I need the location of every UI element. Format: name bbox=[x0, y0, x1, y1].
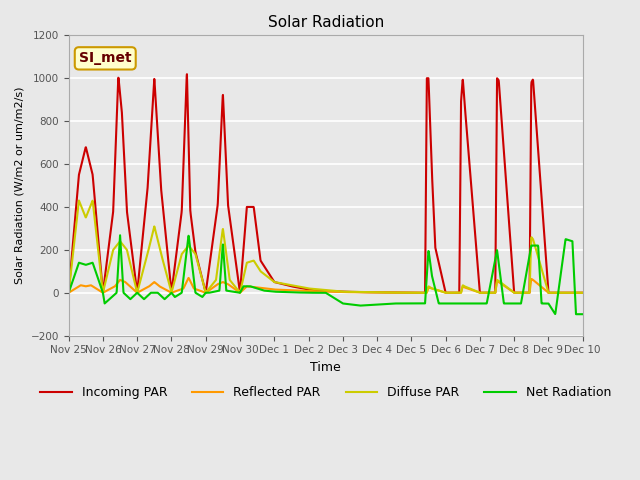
Diffuse PAR bbox=[92, 220, 99, 226]
Reflected PAR bbox=[470, 288, 477, 293]
Reflected PAR bbox=[564, 290, 572, 296]
Diffuse PAR bbox=[579, 290, 586, 296]
Net Radiation bbox=[116, 232, 124, 238]
Net Radiation bbox=[65, 290, 72, 296]
Reflected PAR bbox=[65, 290, 72, 296]
Diffuse PAR bbox=[65, 290, 72, 296]
Net Radiation bbox=[572, 312, 580, 317]
Net Radiation bbox=[315, 290, 323, 296]
Net Radiation bbox=[301, 290, 309, 296]
Incoming PAR bbox=[91, 198, 99, 204]
Incoming PAR bbox=[564, 290, 572, 296]
Line: Net Radiation: Net Radiation bbox=[68, 235, 582, 314]
Net Radiation bbox=[564, 237, 572, 243]
Incoming PAR bbox=[65, 290, 72, 296]
Diffuse PAR bbox=[564, 290, 572, 296]
Net Radiation bbox=[564, 237, 572, 243]
Reflected PAR bbox=[301, 288, 309, 294]
Incoming PAR bbox=[470, 213, 477, 218]
Reflected PAR bbox=[579, 290, 586, 296]
Net Radiation bbox=[91, 266, 99, 272]
Reflected PAR bbox=[185, 275, 193, 281]
Incoming PAR bbox=[579, 290, 586, 296]
Line: Incoming PAR: Incoming PAR bbox=[68, 74, 582, 293]
Net Radiation bbox=[579, 312, 586, 317]
Reflected PAR bbox=[564, 290, 572, 296]
Line: Diffuse PAR: Diffuse PAR bbox=[68, 201, 582, 293]
Y-axis label: Solar Radiation (W/m2 or um/m2/s): Solar Radiation (W/m2 or um/m2/s) bbox=[15, 87, 25, 284]
Net Radiation bbox=[470, 300, 477, 306]
Diffuse PAR bbox=[564, 290, 572, 296]
Text: SI_met: SI_met bbox=[79, 51, 132, 65]
Legend: Incoming PAR, Reflected PAR, Diffuse PAR, Net Radiation: Incoming PAR, Reflected PAR, Diffuse PAR… bbox=[35, 382, 616, 405]
Diffuse PAR bbox=[301, 285, 309, 291]
Title: Solar Radiation: Solar Radiation bbox=[268, 15, 384, 30]
Diffuse PAR bbox=[75, 198, 83, 204]
Incoming PAR bbox=[301, 286, 309, 292]
Incoming PAR bbox=[315, 288, 323, 293]
Line: Reflected PAR: Reflected PAR bbox=[68, 278, 582, 293]
Reflected PAR bbox=[315, 288, 323, 294]
Incoming PAR bbox=[183, 72, 191, 77]
Diffuse PAR bbox=[470, 287, 477, 293]
X-axis label: Time: Time bbox=[310, 361, 341, 374]
Incoming PAR bbox=[564, 290, 572, 296]
Diffuse PAR bbox=[315, 287, 323, 292]
Reflected PAR bbox=[91, 285, 99, 290]
